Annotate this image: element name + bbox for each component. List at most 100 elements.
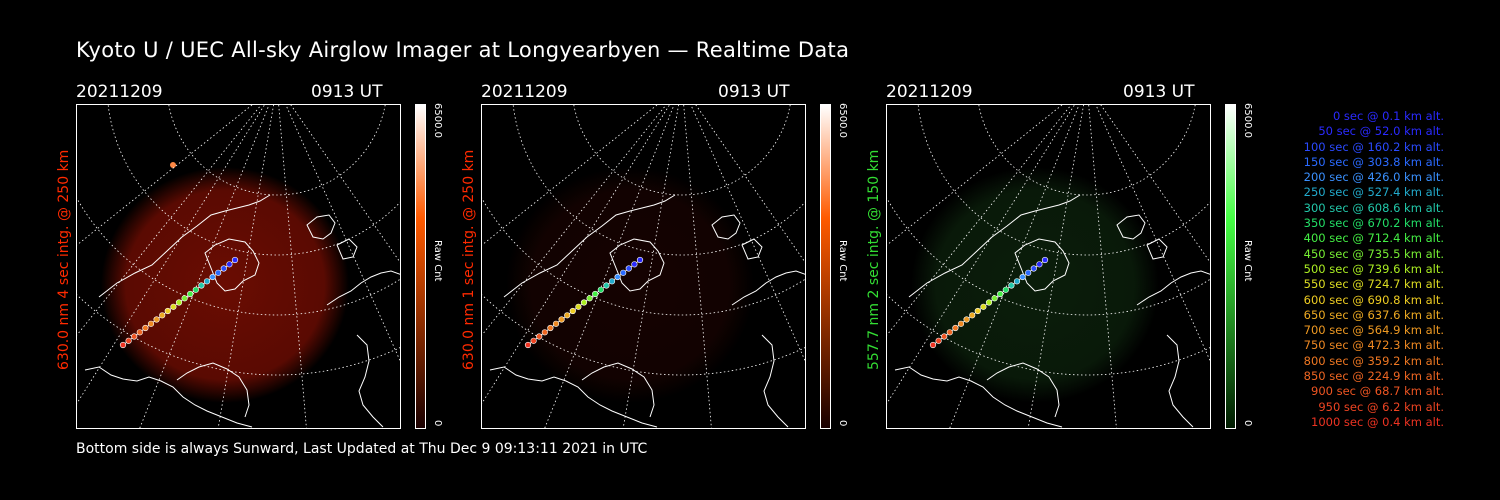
trajectory-point bbox=[131, 333, 138, 340]
longitude-grid-line bbox=[285, 105, 400, 362]
trajectory-point bbox=[636, 256, 644, 264]
trajectory-point bbox=[175, 299, 183, 306]
longitude-grid-line bbox=[139, 105, 270, 428]
latitude-grid-line bbox=[573, 105, 791, 196]
panel-2-time: 0913 UT bbox=[718, 82, 790, 102]
latitude-grid-line bbox=[978, 105, 1196, 196]
trajectory-point bbox=[552, 320, 560, 327]
trajectory-point bbox=[136, 329, 143, 336]
airglow-field bbox=[506, 167, 754, 403]
trajectory-point bbox=[125, 337, 132, 344]
trajectory-point bbox=[592, 290, 599, 298]
panel-1-colorbar-min: 0 bbox=[432, 420, 443, 427]
coastline bbox=[489, 366, 658, 428]
trajectory-point bbox=[974, 307, 981, 315]
legend-row: 950 sec @ 6.2 km alt. bbox=[1246, 400, 1444, 415]
trajectory-point bbox=[1013, 278, 1021, 285]
trajectory-point bbox=[226, 261, 233, 268]
legend-altitude: 527.4 km alt. bbox=[1363, 185, 1444, 200]
legend-altitude: 712.4 km alt. bbox=[1363, 231, 1444, 246]
trajectory-point bbox=[547, 324, 554, 332]
island-outline bbox=[336, 238, 358, 260]
legend-altitude: 224.9 km alt. bbox=[1363, 369, 1444, 384]
trajectory-point bbox=[580, 299, 588, 306]
legend-altitude: 690.8 km alt. bbox=[1363, 292, 1444, 307]
trajectory-point bbox=[536, 333, 543, 340]
panel-2-colorbar bbox=[820, 104, 831, 429]
trajectory-point bbox=[541, 329, 548, 336]
trajectory-point bbox=[170, 303, 177, 310]
trajectory-point bbox=[608, 278, 616, 285]
longitude-grid-line bbox=[949, 105, 1080, 428]
trajectory-point bbox=[952, 324, 959, 332]
panel-1-allsky-image bbox=[76, 104, 401, 429]
trajectory-point bbox=[159, 312, 166, 319]
legend-row: 300 sec @ 608.6 km alt. bbox=[1246, 201, 1444, 216]
longitude-grid-line bbox=[77, 105, 253, 246]
legend-altitude: 472.3 km alt. bbox=[1363, 338, 1444, 353]
trajectory-point bbox=[119, 341, 127, 349]
legend-time: 200 sec @ bbox=[1303, 170, 1364, 185]
longitude-grid-line bbox=[695, 105, 805, 263]
island-outline bbox=[711, 214, 741, 240]
longitude-grid-line bbox=[77, 105, 265, 404]
trajectory-point bbox=[192, 286, 199, 293]
legend-time: 500 sec @ bbox=[1303, 261, 1364, 276]
panel-1-colorbar bbox=[415, 104, 426, 429]
coastline bbox=[1136, 270, 1210, 306]
panel-3-date: 20211209 bbox=[886, 82, 973, 102]
panel-1-side-label: 630.0 nm 4 sec intg. @ 250 km bbox=[56, 149, 72, 370]
longitude-grid-line bbox=[1100, 105, 1210, 263]
trajectory-point bbox=[614, 273, 621, 281]
longitude-grid-line bbox=[1088, 105, 1117, 428]
legend-row: 800 sec @ 359.2 km alt. bbox=[1246, 354, 1444, 369]
longitude-grid-line bbox=[1095, 105, 1210, 362]
legend-row: 600 sec @ 690.8 km alt. bbox=[1246, 293, 1444, 308]
trajectory-point bbox=[597, 286, 604, 293]
longitude-grid-line bbox=[690, 105, 805, 362]
panel-2-allsky-image bbox=[481, 104, 806, 429]
legend-time: 400 sec @ bbox=[1303, 231, 1364, 246]
trajectory-point bbox=[985, 299, 993, 306]
legend-altitude: 359.2 km alt. bbox=[1363, 353, 1444, 368]
coastline bbox=[84, 366, 253, 428]
legend-altitude: 670.2 km alt. bbox=[1363, 216, 1444, 231]
legend-time: 900 sec @ bbox=[1311, 384, 1372, 399]
trajectory-point bbox=[1019, 273, 1026, 281]
island-outline bbox=[1116, 214, 1146, 240]
trajectory-point bbox=[1025, 269, 1032, 276]
legend-row: 550 sec @ 724.7 km alt. bbox=[1246, 277, 1444, 292]
panel-3-side-label: 557.7 nm 2 sec intg. @ 150 km bbox=[866, 149, 882, 370]
legend-row: 350 sec @ 670.2 km alt. bbox=[1246, 216, 1444, 231]
legend-time: 450 sec @ bbox=[1303, 246, 1364, 261]
longitude-grid-line bbox=[683, 105, 712, 428]
legend-row: 450 sec @ 735.5 km alt. bbox=[1246, 247, 1444, 262]
legend-altitude: 68.7 km alt. bbox=[1371, 384, 1444, 399]
legend-row: 400 sec @ 712.4 km alt. bbox=[1246, 231, 1444, 246]
panel-3-allsky-image bbox=[886, 104, 1211, 429]
trajectory-point bbox=[231, 256, 239, 264]
trajectory-point bbox=[957, 320, 965, 327]
trajectory-point bbox=[524, 341, 532, 349]
legend-row: 700 sec @ 564.9 km alt. bbox=[1246, 323, 1444, 338]
trajectory-point bbox=[631, 261, 638, 268]
footer-status: Bottom side is always Sunward, Last Upda… bbox=[76, 441, 648, 457]
trajectory-point bbox=[980, 303, 987, 310]
trajectory-point bbox=[620, 269, 627, 276]
coastline bbox=[894, 366, 1063, 428]
airglow-field bbox=[101, 167, 349, 403]
longitude-grid-line bbox=[482, 105, 658, 246]
trajectory-point bbox=[198, 282, 205, 289]
coastline bbox=[581, 362, 655, 418]
panel-1-map bbox=[77, 105, 400, 428]
legend-row: 850 sec @ 224.9 km alt. bbox=[1246, 369, 1444, 384]
legend-row: 200 sec @ 426.0 km alt. bbox=[1246, 170, 1444, 185]
legend-altitude: 52.0 km alt. bbox=[1371, 124, 1444, 139]
coastline bbox=[98, 194, 271, 298]
coastline bbox=[986, 362, 1060, 418]
legend-altitude: 0.1 km alt. bbox=[1378, 109, 1444, 123]
trajectory-point bbox=[1002, 286, 1009, 293]
longitude-grid-line bbox=[887, 105, 1072, 336]
legend-row: 500 sec @ 739.6 km alt. bbox=[1246, 262, 1444, 277]
trajectory-point bbox=[209, 273, 216, 281]
